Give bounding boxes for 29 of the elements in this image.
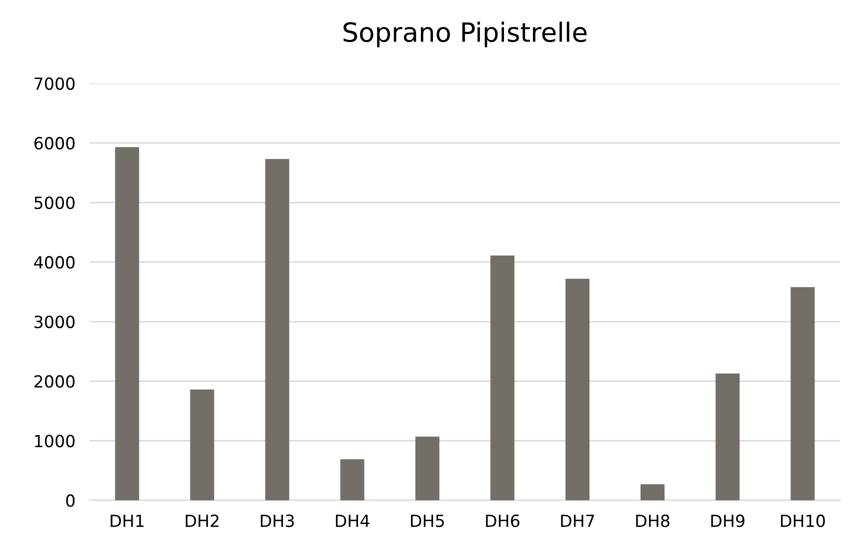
bar xyxy=(565,278,590,500)
x-tick-label: DH5 xyxy=(411,514,444,528)
bar xyxy=(265,159,290,500)
bar xyxy=(716,373,740,500)
y-tick-label: 0 xyxy=(66,494,75,507)
x-tick-label: DH8 xyxy=(636,514,670,528)
x-tick-label: DH10 xyxy=(781,514,825,528)
y-tick-label: 4000 xyxy=(34,256,75,269)
bar xyxy=(115,147,140,500)
bar xyxy=(640,484,665,500)
y-tick-label: 2000 xyxy=(34,375,75,388)
x-tick-label: DH2 xyxy=(186,514,218,527)
y-tick-label: 5000 xyxy=(34,196,75,210)
y-tick-label: 6000 xyxy=(34,136,75,150)
bar xyxy=(790,287,815,500)
x-tick-label: DH6 xyxy=(486,514,520,528)
bar xyxy=(190,390,214,500)
y-tick-label: 3000 xyxy=(34,316,75,328)
bar xyxy=(340,459,364,500)
x-tick-label: DH9 xyxy=(711,514,744,528)
x-tick-label: DH1 xyxy=(110,514,144,527)
y-tick-label: 7000 xyxy=(34,77,75,90)
chart-title: Soprano Pipistrelle xyxy=(344,22,587,48)
bar xyxy=(490,256,514,500)
bar xyxy=(415,436,440,500)
x-tick-label: DH3 xyxy=(260,514,294,528)
x-tick-label: DH4 xyxy=(336,514,370,527)
y-tick-label: 1000 xyxy=(35,434,75,448)
x-tick-label: DH7 xyxy=(561,514,594,527)
